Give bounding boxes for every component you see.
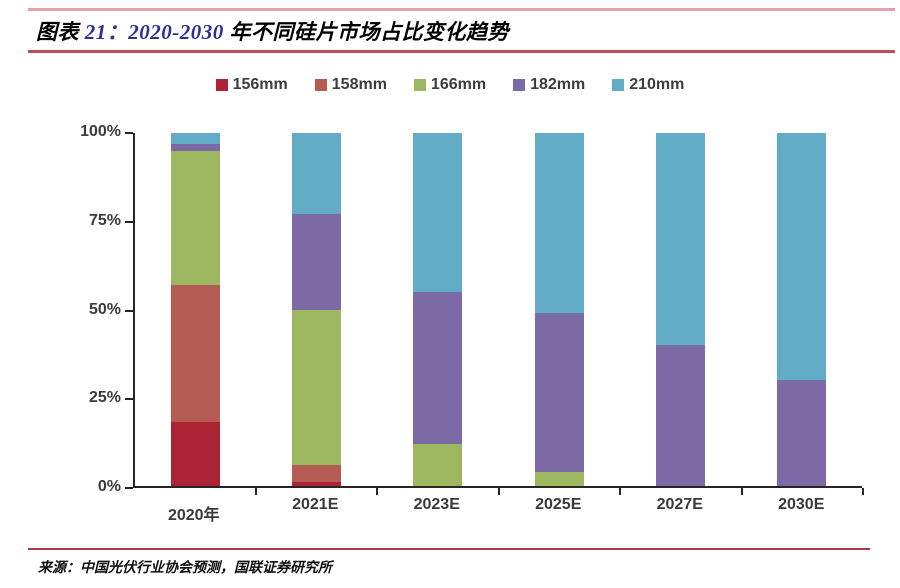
legend-swatch-icon: [413, 79, 426, 91]
title-underline: [28, 50, 895, 53]
bar-segment-158mm: [292, 464, 342, 483]
bar-segment-158mm: [171, 284, 221, 423]
bar-slot-2025E: [499, 133, 620, 486]
x-axis-label-2023E: 2023E: [413, 496, 460, 513]
y-axis-tick: [125, 309, 133, 312]
legend-swatch-icon: [314, 79, 327, 91]
y-axis-label: 50%: [88, 300, 121, 318]
source-note: 来源：中国光伏行业协会预测，国联证券研究所: [38, 561, 332, 576]
legend-swatch-icon: [215, 79, 228, 91]
bar-segment-156mm: [171, 422, 221, 486]
legend-label: 182mm: [530, 76, 586, 93]
bar-segment-182mm: [171, 143, 221, 151]
bar-segment-182mm: [534, 313, 584, 472]
bar-segment-166mm: [171, 150, 221, 285]
chart-title: 图表 21：2020-2030 年不同硅片市场占比变化趋势: [36, 16, 509, 46]
bar-segment-166mm: [413, 443, 463, 486]
chart-title-number: 21：2020-2030: [84, 20, 230, 44]
stacked-bar-2030E: [776, 133, 826, 486]
y-axis-label: 0%: [97, 478, 121, 495]
y-axis-tick: [125, 398, 133, 401]
stacked-bar-2027E: [655, 133, 705, 486]
legend-item-166mm: 166mm: [413, 76, 487, 94]
legend-item-210mm: 210mm: [612, 76, 684, 94]
legend-label: 210mm: [629, 76, 685, 93]
bar-segment-166mm: [534, 471, 584, 486]
bar-slot-2021E: [256, 133, 377, 486]
x-axis-tick: [862, 488, 864, 495]
bar-slot-2020年: [135, 133, 256, 486]
plot-area: [125, 132, 864, 495]
x-axis-label-2030E: 2030E: [778, 496, 825, 513]
x-axis-tick: [740, 488, 743, 495]
x-axis-labels: 2020年 2021E 2023E 2025E 2027E 2030E: [133, 496, 862, 524]
bar-segment-210mm: [292, 133, 342, 215]
bar-segment-210mm: [776, 133, 826, 381]
bar-segment-156mm: [292, 482, 342, 486]
bar-segment-210mm: [534, 133, 584, 314]
x-axis-tick: [376, 488, 378, 495]
stacked-bar-2021E: [292, 133, 342, 486]
x-axis-label-2025E: 2025E: [535, 496, 582, 513]
legend-swatch-icon: [612, 79, 625, 91]
legend-label: 158mm: [331, 76, 387, 93]
bar-segment-182mm: [413, 291, 463, 444]
x-axis-label-2021E: 2021E: [292, 496, 339, 513]
bar-slot-2023E: [377, 133, 498, 486]
y-axis-label: 75%: [88, 211, 121, 229]
bar-slot-2030E: [741, 133, 862, 486]
stacked-bar-2023E: [413, 133, 463, 486]
legend-swatch-icon: [513, 79, 526, 91]
legend-item-156mm: 156mm: [215, 76, 288, 94]
chart-title-prefix: 图表: [36, 20, 85, 44]
bar-segment-166mm: [292, 309, 342, 465]
chart-legend: 156mm 158mm 166mm 182mm 210mm: [0, 76, 900, 94]
legend-label: 156mm: [232, 76, 288, 93]
y-axis-label: 25%: [88, 389, 121, 407]
bar-segment-210mm: [413, 133, 463, 292]
legend-item-158mm: 158mm: [314, 76, 387, 94]
legend-item-182mm: 182mm: [513, 76, 585, 94]
y-axis-tick: [125, 220, 133, 223]
top-divider-line: [28, 8, 895, 11]
bars-container: [135, 133, 862, 486]
chart-title-suffix: 年不同硅片市场占比变化趋势: [229, 20, 509, 44]
legend-label: 166mm: [430, 76, 487, 93]
bar-slot-2027E: [620, 133, 741, 486]
x-axis-tick: [619, 488, 621, 495]
bar-segment-210mm: [171, 133, 221, 144]
footer-divider-line: [28, 548, 870, 550]
x-axis-tick: [254, 488, 257, 495]
bar-segment-182mm: [292, 214, 342, 310]
bar-segment-182mm: [655, 344, 705, 486]
bar-segment-210mm: [655, 133, 705, 345]
stacked-bar-2020年: [171, 133, 221, 486]
x-axis-label-2020年: 2020年: [167, 507, 220, 524]
x-axis-tick: [497, 488, 500, 495]
stacked-bar-2025E: [534, 133, 584, 486]
y-axis-tick: [125, 132, 133, 134]
x-axis-label-2027E: 2027E: [656, 496, 703, 513]
y-axis-tick: [125, 487, 133, 489]
y-axis-label: 100%: [80, 123, 121, 140]
bar-segment-182mm: [776, 380, 826, 486]
